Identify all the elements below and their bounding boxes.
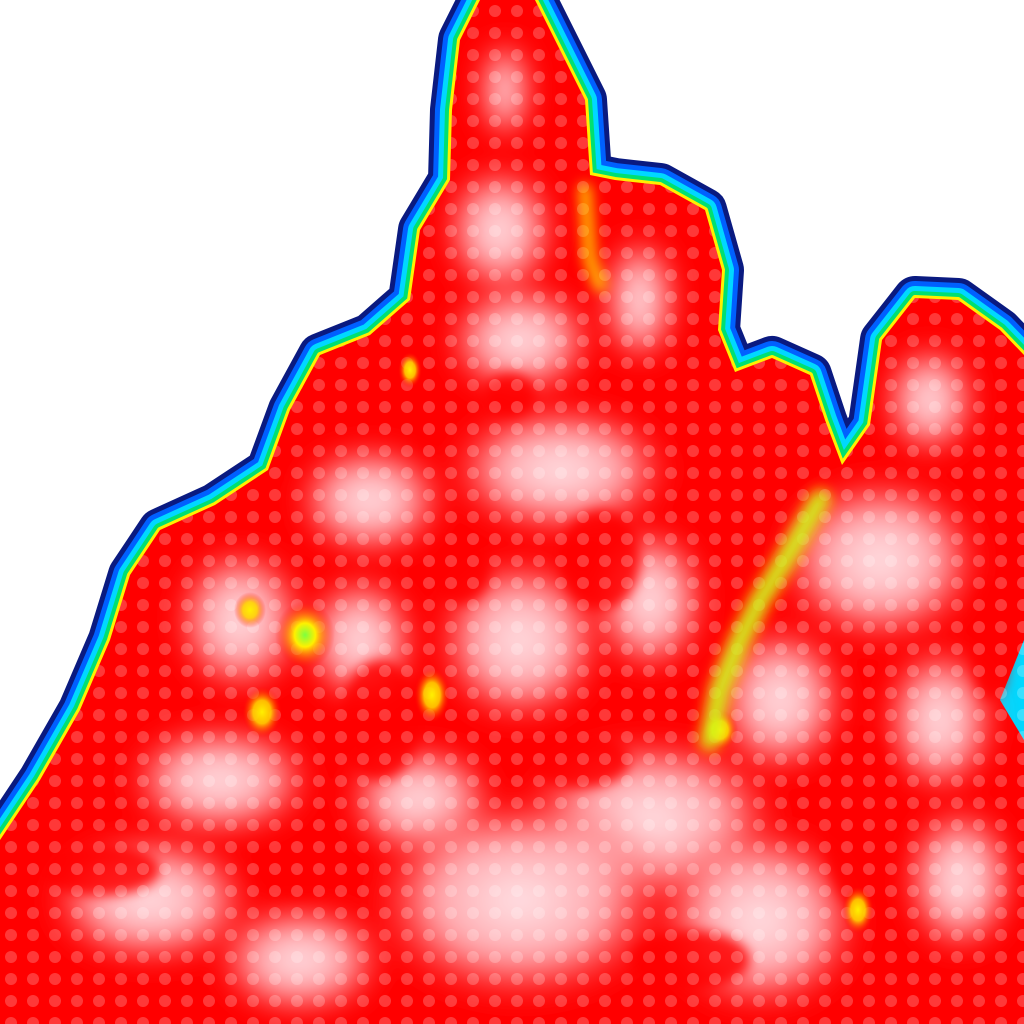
hotspot <box>414 667 450 723</box>
hotspot <box>275 601 335 669</box>
hotspot <box>842 886 874 934</box>
valley-ridge <box>578 183 833 753</box>
hotspot <box>234 592 266 628</box>
hotspot <box>398 352 422 388</box>
hotspot <box>242 686 282 738</box>
hotspots <box>234 352 874 934</box>
